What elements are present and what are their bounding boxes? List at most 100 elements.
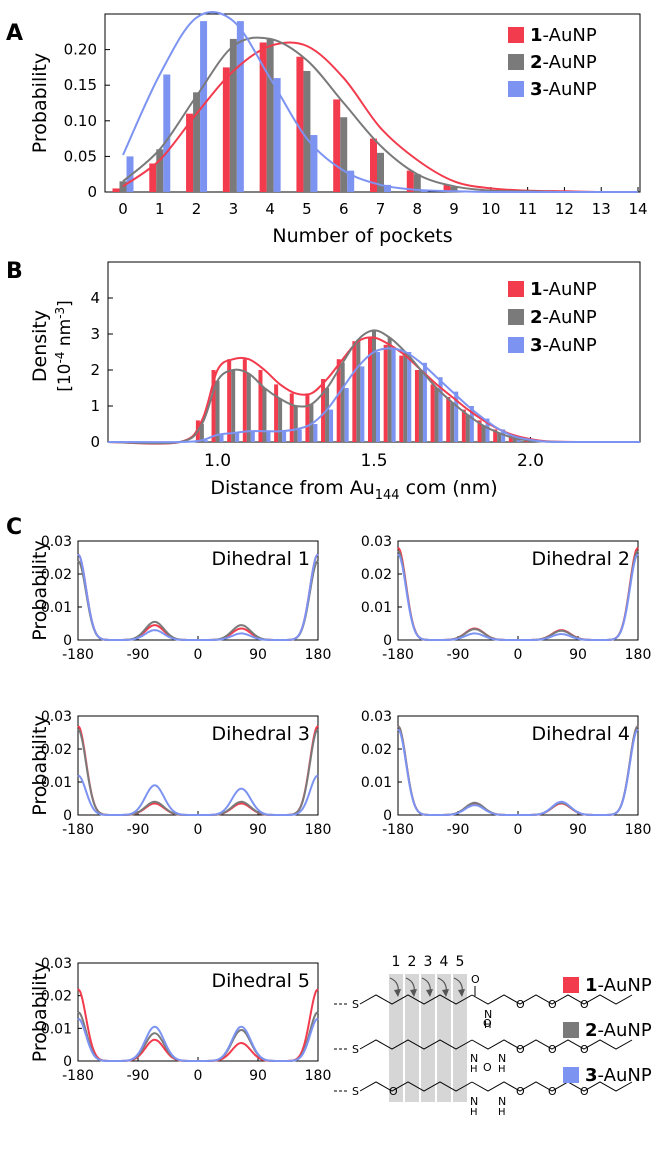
dihedral-3-xtick-label: 90: [249, 822, 267, 838]
dihedral-4-xtick-label: 180: [625, 822, 652, 838]
panel-b-ylabel-superscript: -3: [53, 307, 67, 319]
dihedral-1-ytick-label: 0.02: [41, 567, 72, 583]
sulfur-atom: S: [352, 1043, 359, 1056]
panel-b-bar-s3: [360, 366, 365, 442]
panel-b-legend-label-3: 3-AuNP: [530, 335, 597, 356]
panel-a-bar-s1: [186, 113, 194, 192]
panel-a-xtick-label: 3: [229, 200, 239, 218]
panel-b-bar-s2: [199, 424, 204, 442]
panel-c-legend-label-1: 1-AuNP: [585, 975, 652, 996]
panel-b-bar-s2: [325, 388, 330, 442]
dihedral-2-xtick-label: -90: [447, 647, 470, 663]
panel-b-bar-s2: [278, 398, 283, 442]
panel-a-xtick-label: 7: [376, 200, 386, 218]
panel-label-a: A: [6, 21, 23, 46]
dihedral-2-xtick-label: 90: [569, 647, 587, 663]
oxygen-atom: O: [516, 1043, 525, 1056]
glycol-chain: [471, 994, 633, 1005]
dihedral-5-ytick-label: 0.03: [41, 956, 72, 972]
dihedral-4-ytick-label: 0.03: [361, 709, 392, 725]
panel-a-bar-s2: [193, 92, 201, 192]
panel-b-bar-s3: [438, 377, 443, 442]
legend-series-suffix: -AuNP: [598, 1020, 652, 1041]
panel-b-ylabel-line2: [10-4 nm-3]: [53, 300, 75, 392]
panel-b-bar-s2: [450, 402, 455, 442]
panel-b-bar-s2: [465, 415, 470, 442]
panel-b-bar-s1: [414, 370, 419, 442]
dihedral-column-3: [421, 974, 435, 1102]
dihedral-5-xtick-label: -180: [62, 1068, 94, 1084]
legend-series-suffix: -AuNP: [543, 25, 597, 46]
panel-a-xtick-label: 2: [192, 200, 202, 218]
dihedral-column-2: [405, 974, 419, 1102]
panel-b-bar-s2: [497, 433, 502, 442]
legend-series-number: 3: [585, 1065, 598, 1086]
panel-a-xtick-label: 9: [449, 200, 459, 218]
panel-b-bar-s2: [434, 388, 439, 442]
alkyl-chain: [359, 1039, 473, 1050]
panel-b-bar-s1: [336, 359, 341, 442]
panel-a-xtick-label: 1: [155, 200, 165, 218]
dihedral-1-xtick-label: -180: [62, 647, 94, 663]
panel-b-bar-s1: [508, 435, 513, 442]
dihedral-4-ytick-label: 0.02: [361, 742, 392, 758]
dihedral-5-ytick-label: 0.01: [41, 1021, 72, 1037]
panel-b-bar-s3: [422, 362, 427, 442]
panel-c-legend-swatch-1: [563, 977, 579, 993]
panel-b-bar-s3: [203, 440, 208, 442]
panel-a-fit-line-s3: [122, 11, 638, 194]
panel-a-xtick-label: 13: [592, 200, 611, 218]
panel-a-bar-s1: [222, 67, 230, 192]
panel-b-bar-s2: [418, 370, 423, 442]
dihedral-5-ylabel: Probability: [29, 962, 51, 1062]
panel-a-bar-s1: [259, 42, 267, 193]
panel-a-bar-s2: [450, 187, 458, 192]
panel-b-ylabel-superscript: -4: [53, 352, 67, 364]
panel-b-xtick-label: 1.0: [204, 451, 231, 471]
oxygen-atom: O: [516, 1085, 525, 1098]
panel-b-bar-s1: [461, 409, 466, 442]
legend-series-suffix: -AuNP: [598, 975, 652, 996]
panel-c-legend-label-3: 3-AuNP: [585, 1065, 652, 1086]
panel-b-bar-s3: [376, 352, 380, 442]
dihedral-3-title: Dihedral 3: [211, 723, 310, 745]
sulfur-atom: S: [352, 1085, 359, 1098]
urea-hydrogen: H: [470, 1107, 478, 1118]
panel-b-bar-s2: [340, 362, 345, 442]
panel-b-ytick-label: 1: [90, 397, 100, 415]
panel-b-bar-s1: [305, 393, 310, 442]
panel-a-bar-s2: [156, 149, 164, 192]
oxygen-atom: O: [548, 1043, 557, 1056]
dihedral-4-xtick-label: 0: [514, 822, 523, 838]
dihedral-1-ytick-label: 0.01: [41, 600, 72, 616]
dihedral-4-xtick-label: 90: [569, 822, 587, 838]
panel-a-ytick-label: 0.20: [64, 41, 97, 59]
oxygen-atom: O: [580, 1043, 589, 1056]
dihedral-3-ytick-label: 0.02: [41, 742, 72, 758]
panel-a-bar-s3: [384, 184, 391, 192]
panel-b-xtick-label: 1.5: [360, 451, 387, 471]
dihedral-1-xtick-label: 180: [305, 647, 332, 663]
panel-b-bar-s3: [313, 424, 318, 442]
panel-b-bar-s3: [219, 434, 224, 442]
panel-b-bar-s1: [321, 379, 326, 442]
panel-a-bar-s1: [333, 99, 341, 192]
panel-a-bar-s2: [266, 38, 274, 192]
dihedral-4-title: Dihedral 4: [531, 723, 630, 745]
panel-b-bar-s1: [493, 429, 498, 442]
panel-b-bar-s1: [430, 384, 435, 442]
panel-b-bar-s2: [262, 388, 267, 442]
panel-a-ytick-label: 0.15: [64, 76, 97, 94]
panel-b-bar-s2: [293, 406, 298, 442]
panel-b-ytick-label: 3: [90, 325, 100, 343]
dihedral-1-ytick-label: 0.03: [41, 534, 72, 550]
legend-series-number: 3: [530, 335, 543, 356]
legend-series-suffix: -AuNP: [543, 79, 597, 100]
panel-a-bar-s3: [273, 78, 281, 192]
dihedral-5-line-s3: [77, 1017, 319, 1063]
panel-a-bar-s1: [443, 184, 451, 192]
panel-a-xtick-label: 4: [265, 200, 275, 218]
panel-a-bar-s1: [370, 138, 377, 192]
panel-b-xlabel-subscript: 144: [375, 488, 400, 503]
legend-series-number: 1: [530, 279, 543, 300]
